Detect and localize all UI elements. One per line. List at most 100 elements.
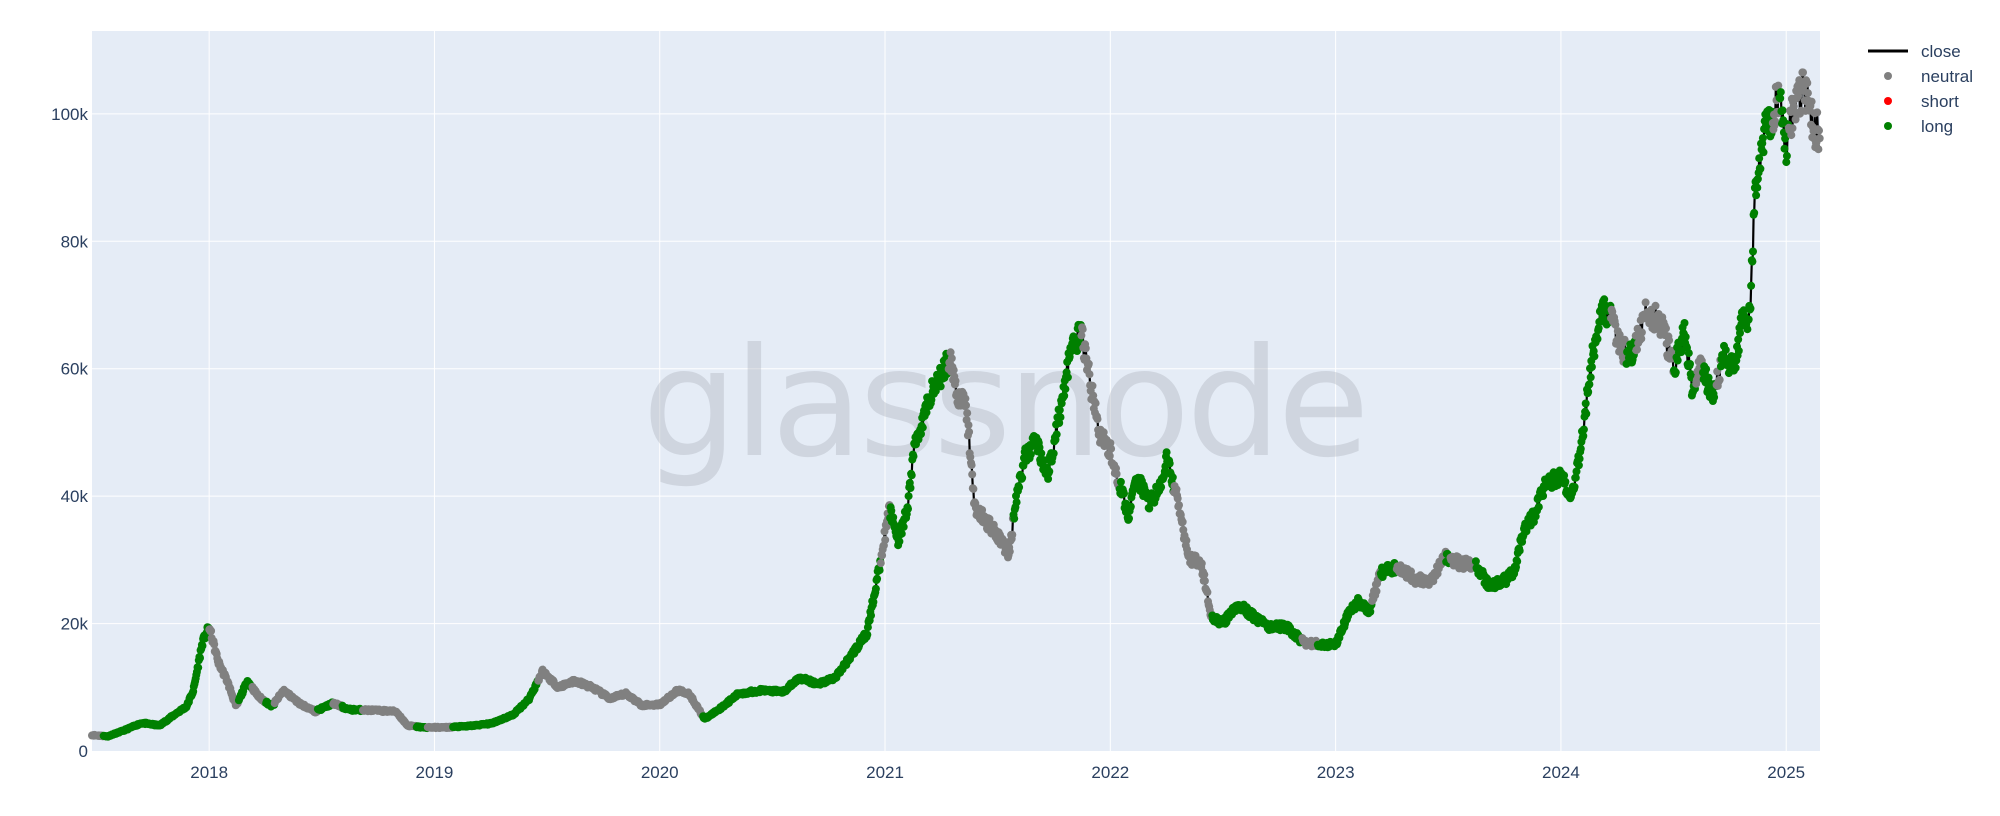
long-point: [1584, 388, 1593, 396]
long-point: [1575, 454, 1584, 463]
neutral-point: [1641, 298, 1650, 307]
long-point: [1052, 430, 1061, 439]
legend-label: short: [1921, 92, 1959, 111]
long-point: [1055, 406, 1064, 415]
long-point: [1116, 477, 1125, 486]
x-tick-label: 2020: [641, 763, 679, 782]
long-point: [1572, 467, 1581, 476]
neutral-point: [1372, 587, 1381, 596]
y-tick-label: 40k: [61, 487, 89, 506]
neutral-point: [1787, 131, 1796, 140]
legend[interactable]: close neutral short long: [1868, 42, 1973, 136]
long-point: [1574, 461, 1583, 470]
long-point: [1587, 363, 1596, 371]
long-point: [1570, 482, 1579, 491]
neutral-point: [947, 354, 956, 363]
long-point: [1756, 164, 1765, 173]
y-tick-label: 80k: [61, 232, 89, 251]
neutral-point: [1005, 547, 1014, 556]
legend-item-long[interactable]: long: [1884, 117, 1953, 136]
long-point: [1515, 546, 1524, 555]
long-point: [1063, 373, 1072, 382]
neutral-point: [1665, 336, 1674, 345]
long-point: [1755, 154, 1764, 163]
long-point: [1026, 450, 1035, 459]
long-point: [1586, 373, 1595, 382]
neutral-point: [1112, 470, 1121, 478]
long-point: [1581, 399, 1590, 408]
x-tick-label: 2025: [1767, 763, 1805, 782]
neutral-point: [1200, 576, 1209, 585]
legend-item-close[interactable]: close: [1868, 42, 1961, 61]
neutral-point: [978, 506, 987, 514]
long-point: [1010, 514, 1019, 523]
long-point: [1594, 324, 1603, 333]
long-point: [936, 382, 945, 391]
long-point: [897, 529, 906, 538]
long-point: [1579, 425, 1588, 434]
long-point: [863, 630, 872, 639]
long-point: [1750, 208, 1759, 217]
long-point: [1579, 431, 1588, 440]
long-point: [873, 574, 882, 583]
x-tick-label: 2018: [190, 763, 228, 782]
long-point: [871, 584, 880, 593]
long-point: [1125, 514, 1133, 523]
long-point: [1073, 347, 1082, 355]
neutral-point: [946, 348, 955, 357]
long-point: [1168, 473, 1177, 482]
legend-label: long: [1921, 117, 1953, 136]
neutral-point: [1788, 124, 1797, 133]
neutral-point: [1662, 324, 1670, 333]
long-point: [1753, 174, 1762, 183]
long-point: [1061, 385, 1070, 394]
neutral-point: [1077, 331, 1086, 340]
long-point: [1157, 483, 1166, 492]
long-point: [899, 522, 908, 531]
long-point: [1590, 352, 1599, 361]
neutral-point: [1815, 126, 1823, 135]
long-point: [1734, 346, 1743, 355]
long-point: [895, 537, 904, 546]
legend-item-neutral[interactable]: neutral: [1884, 67, 1973, 86]
neutral-point: [964, 421, 973, 430]
signal-markers: [88, 68, 1824, 741]
y-tick-label: 20k: [61, 615, 89, 634]
long-point: [1561, 477, 1570, 486]
long-point: [889, 513, 898, 522]
neutral-point: [1794, 92, 1803, 100]
long-point: [1744, 315, 1753, 324]
neutral-point: [878, 551, 887, 560]
long-point: [1120, 489, 1128, 498]
neutral-point: [876, 559, 885, 568]
neutral-point: [1611, 320, 1620, 329]
long-point: [1680, 319, 1689, 327]
legend-label: neutral: [1921, 67, 1973, 86]
long-point: [918, 423, 927, 432]
long-point: [1671, 368, 1680, 377]
neutral-point: [1173, 494, 1182, 503]
long-point: [1752, 191, 1761, 200]
long-point: [1539, 492, 1548, 500]
long-point: [875, 566, 884, 575]
neutral-point: [1637, 328, 1646, 337]
neutral-point: [1814, 145, 1823, 154]
neutral-point: [1774, 81, 1783, 90]
long-point: [909, 452, 918, 461]
long-point: [1749, 247, 1757, 256]
long-point: [1776, 94, 1785, 103]
x-tick-label: 2023: [1317, 763, 1355, 782]
neutral-point: [1081, 344, 1090, 353]
long-point: [1015, 483, 1024, 492]
long-point: [194, 663, 203, 672]
neutral-point: [1203, 588, 1212, 597]
legend-marker-symbol: [1884, 72, 1892, 80]
legend-item-short[interactable]: short: [1884, 92, 1959, 111]
long-point: [1049, 449, 1058, 458]
long-point: [1045, 467, 1054, 476]
neutral-point: [1091, 399, 1100, 408]
neutral-point: [1803, 79, 1812, 87]
long-point: [1753, 183, 1762, 192]
